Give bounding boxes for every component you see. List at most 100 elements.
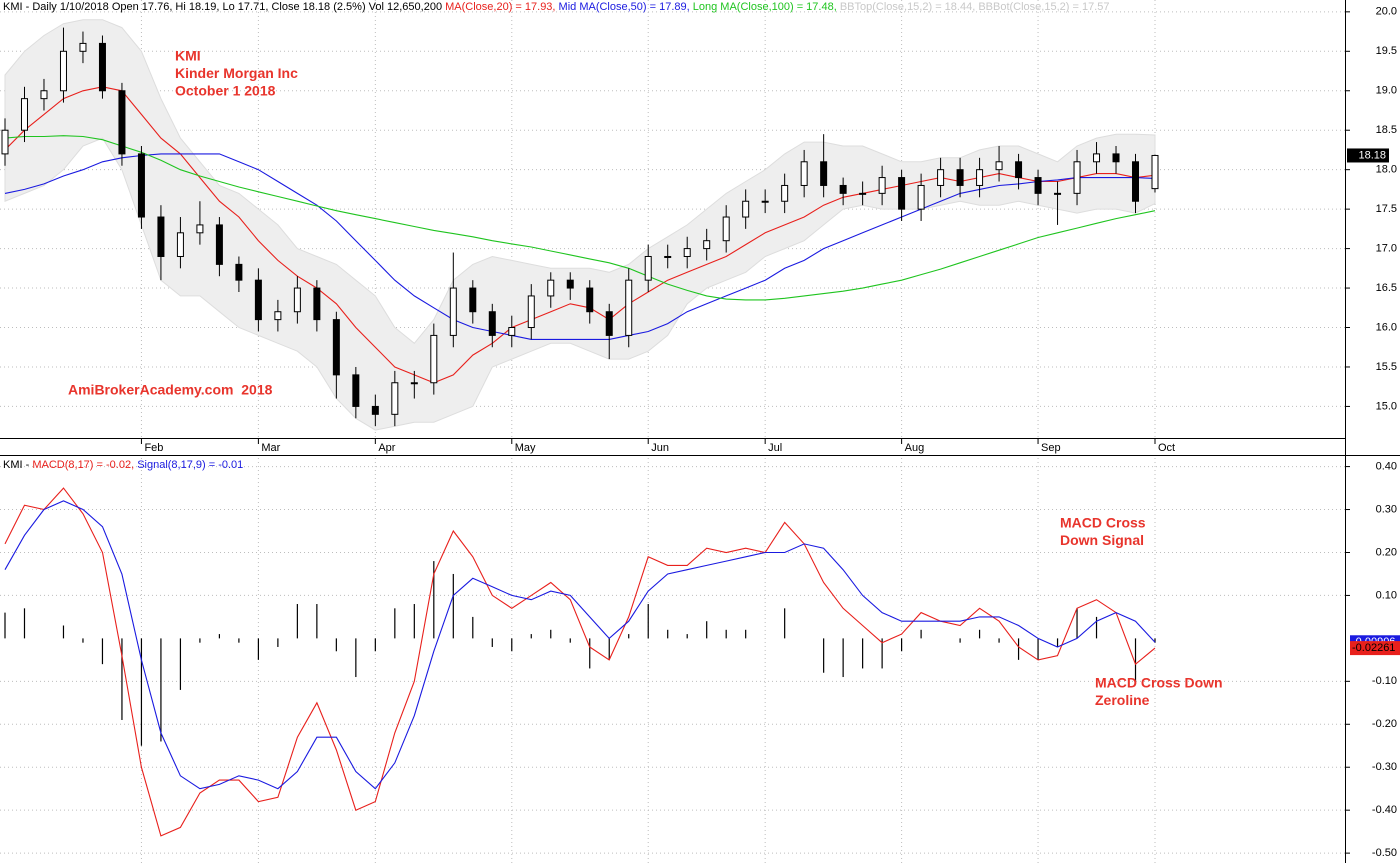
candle-body: [644, 255, 652, 281]
candle-body: [215, 224, 223, 265]
candle-body: [254, 279, 262, 321]
annotation: MACD Cross Down: [1095, 675, 1223, 691]
candle-body: [703, 240, 711, 250]
candle-body: [547, 279, 555, 297]
x-tick-label: May: [515, 442, 536, 454]
x-tick-label: Feb: [144, 442, 163, 454]
y-tick-label: 17.0: [1376, 243, 1397, 255]
y-tick-label: 16.5: [1376, 282, 1397, 294]
candle-body: [391, 382, 399, 415]
y-tick-label: -0.30: [1372, 761, 1397, 773]
y-tick-label: 18.0: [1376, 164, 1397, 176]
candle-body: [800, 161, 808, 186]
candle-body: [98, 42, 106, 92]
y-tick-label: 0.40: [1376, 460, 1397, 472]
x-tick-label: Aug: [905, 442, 925, 454]
y-tick-label: 0.30: [1376, 503, 1397, 515]
candle-body: [742, 200, 750, 218]
candle-body: [898, 177, 906, 210]
candle-body: [118, 90, 126, 155]
annotation: KMI: [175, 48, 201, 64]
candle-body: [488, 311, 496, 336]
candle-body: [1093, 153, 1101, 163]
candle-body: [235, 263, 243, 281]
annotation: Down Signal: [1060, 532, 1144, 548]
header-segment: KMI - Daily 1/10/2018 Open 17.76, Hi 18.…: [3, 1, 445, 13]
candle-body: [839, 184, 847, 194]
y-tick-label: 18.5: [1376, 124, 1397, 136]
y-tick-label: 19.0: [1376, 85, 1397, 97]
y-tick-label: 20.0: [1376, 6, 1397, 18]
x-tick-label: Apr: [378, 442, 395, 454]
candle-body: [1054, 192, 1062, 195]
candle-body: [176, 232, 184, 257]
y-tick-label: 17.5: [1376, 203, 1397, 215]
candle-body: [1112, 153, 1120, 163]
macd-line: [4, 487, 1156, 837]
candle-body: [820, 161, 828, 186]
candle-body: [995, 161, 1003, 171]
y-tick-label: 0.20: [1376, 546, 1397, 558]
candle-body: [527, 295, 535, 329]
annotation: Kinder Morgan Inc: [175, 65, 298, 81]
candle-body: [274, 311, 282, 321]
bollinger-band: [4, 19, 1156, 431]
header: KMI - MACD(8,17) = -0.02, Signal(8,17,9)…: [3, 459, 243, 471]
candle-body: [1015, 161, 1023, 179]
candle-body: [293, 287, 301, 313]
candle-body: [917, 184, 925, 210]
y-tick-label: 15.5: [1376, 361, 1397, 373]
candle-body: [371, 405, 379, 415]
candle-body: [859, 192, 867, 195]
candle-body: [430, 334, 438, 384]
candle-body: [79, 42, 87, 52]
header-segment: Signal(8,17,9) = -0.01: [137, 459, 243, 471]
header-segment: MA(Close,20) = 17.93,: [445, 1, 558, 13]
header-segment: Long MA(Close,100) = 17.48,: [693, 1, 840, 13]
y-tick-label: 15.0: [1376, 400, 1397, 412]
y-tick-label: -0.20: [1372, 718, 1397, 730]
annotation: Zeroline: [1095, 692, 1150, 708]
moving-average-line: [4, 135, 1156, 301]
candle-body: [586, 287, 594, 313]
candle-body: [664, 255, 672, 258]
header-segment: BBTop(Close,15,2) = 18.44,: [840, 1, 979, 13]
candle-body: [976, 169, 984, 186]
y-tick-label: -0.50: [1372, 847, 1397, 859]
x-tick-label: Jun: [651, 442, 669, 454]
candle-body: [410, 382, 418, 385]
candle-body: [508, 327, 516, 336]
candle-body: [20, 98, 28, 131]
last-value-label: -0.02261: [1352, 642, 1395, 654]
y-tick-label: -0.10: [1372, 675, 1397, 687]
candle-body: [1, 129, 9, 155]
candle-body: [1034, 177, 1042, 194]
x-tick-label: Jul: [768, 442, 782, 454]
y-tick-label: 0.10: [1376, 589, 1397, 601]
candle-body: [722, 216, 730, 242]
last-value-box: [1347, 148, 1389, 163]
annotation: October 1 2018: [175, 83, 276, 99]
annotation: AmiBrokerAcademy.com 2018: [68, 382, 273, 398]
candle-body: [625, 279, 633, 336]
last-value-box: [1350, 641, 1400, 656]
candle-body: [1151, 154, 1159, 190]
x-tick-label: Mar: [261, 442, 280, 454]
candle-body: [352, 374, 360, 407]
candle-body: [313, 287, 321, 321]
candle-body: [59, 50, 67, 92]
macd-line: [4, 500, 1156, 790]
last-value-label: 18.18: [1358, 149, 1386, 161]
y-tick-label: 19.5: [1376, 45, 1397, 57]
candle-body: [605, 311, 613, 336]
candle-body: [761, 200, 769, 203]
candle-body: [449, 287, 457, 336]
candle-body: [878, 177, 886, 194]
header: KMI - Daily 1/10/2018 Open 17.76, Hi 18.…: [3, 1, 1109, 13]
candle-body: [196, 224, 204, 234]
candle-body: [137, 153, 145, 218]
candle-body: [781, 184, 789, 202]
candle-body: [937, 169, 945, 186]
